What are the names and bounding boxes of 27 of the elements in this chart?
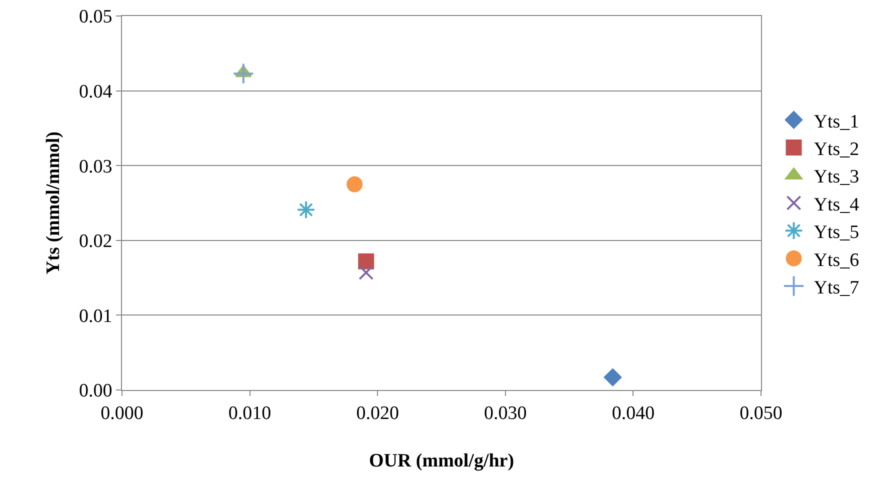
legend-label: Yts_4 xyxy=(814,194,860,216)
y-tick-label: 0.02 xyxy=(78,231,112,252)
y-axis-title: Yts (mmol/mmol) xyxy=(42,132,64,274)
x-tick-label: 0.030 xyxy=(484,402,527,424)
legend-label: Yts_6 xyxy=(814,250,860,271)
y-tick-label: 0.00 xyxy=(78,380,112,402)
legend-label: Yts_7 xyxy=(814,277,860,298)
legend-label: Yts_3 xyxy=(814,166,860,188)
point xyxy=(296,200,316,220)
y-tick-label: 0.03 xyxy=(78,156,112,178)
point xyxy=(358,265,374,280)
y-tick-label: 0.04 xyxy=(78,81,113,102)
x-axis-title: OUR (mmol/g/hr) xyxy=(368,450,514,472)
point xyxy=(346,176,363,192)
x-tick-label: 0.040 xyxy=(612,402,655,424)
y-tick-label: 0.05 xyxy=(78,6,112,28)
x-tick-label: 0.050 xyxy=(740,402,782,424)
x-tick-label: 0.000 xyxy=(100,402,144,424)
point xyxy=(232,62,254,84)
x-tick-label: 0.010 xyxy=(228,402,272,424)
point xyxy=(358,253,374,270)
legend-label: Yts_1 xyxy=(814,111,860,132)
legend-label: Yts_5 xyxy=(814,222,860,244)
point xyxy=(604,368,622,386)
y-tick-label: 0.01 xyxy=(78,306,112,327)
x-tick-label: 0.020 xyxy=(356,402,399,424)
legend-label: Yts_2 xyxy=(814,138,860,160)
